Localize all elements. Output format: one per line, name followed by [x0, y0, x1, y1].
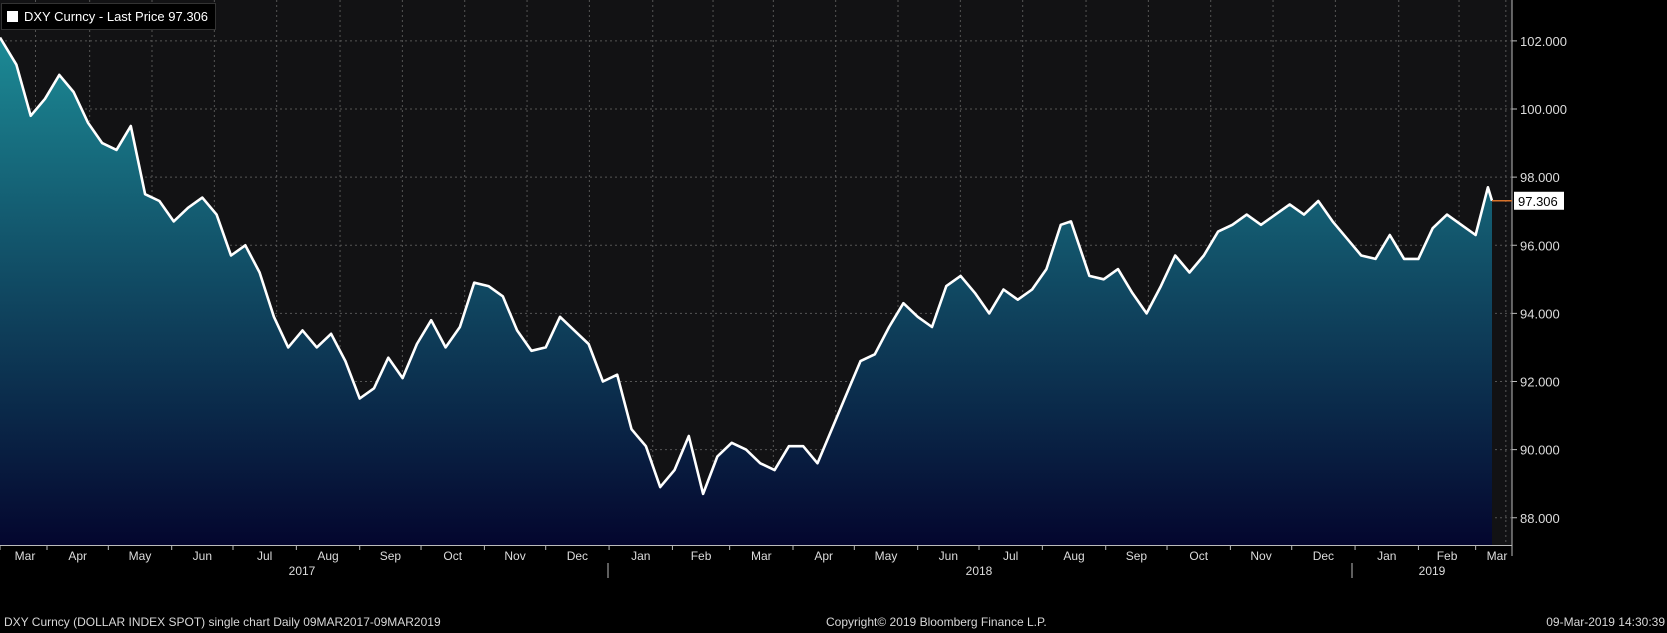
legend[interactable]: DXY Curncy - Last Price 97.306	[1, 3, 217, 30]
x-year-label: 2018	[966, 564, 993, 578]
x-month-label: Mar	[1487, 549, 1508, 563]
x-month-label: Feb	[1437, 549, 1458, 563]
x-month-label: Apr	[814, 549, 833, 563]
y-tick-label: 98.000	[1520, 170, 1560, 185]
x-month-label: Dec	[567, 549, 588, 563]
last-price-label-box	[1514, 191, 1564, 210]
x-month-label: Jul	[257, 549, 272, 563]
y-tick-label: 92.000	[1520, 375, 1560, 390]
x-month-label: Jan	[1377, 549, 1396, 563]
y-tick-label: 88.000	[1520, 511, 1560, 526]
footer-chart-description: DXY Curncy (DOLLAR INDEX SPOT) single ch…	[4, 615, 441, 629]
y-tick-label: 90.000	[1520, 443, 1560, 458]
y-axis-tick-labels: 88.000 90.000 92.000 94.000 96.000 98.000 100.…	[1512, 34, 1567, 526]
x-month-label: Apr	[68, 549, 87, 563]
x-month-label: Aug	[317, 549, 338, 563]
x-month-label: Dec	[1313, 549, 1334, 563]
x-month-label: Nov	[1250, 549, 1271, 563]
x-axis-year-labels: 2017 2018 2019	[289, 563, 1446, 578]
x-month-label: May	[129, 549, 152, 563]
x-month-label: Jun	[193, 549, 212, 563]
price-area-fill	[0, 37, 1492, 545]
y-tick-label: 94.000	[1520, 306, 1560, 321]
x-month-label: Sep	[1126, 549, 1148, 563]
x-month-label: Mar	[15, 549, 36, 563]
y-tick-label: 96.000	[1520, 238, 1560, 253]
x-month-label: Nov	[504, 549, 525, 563]
last-price-marker: 97.306	[1492, 191, 1564, 210]
last-price-label: 97.306	[1518, 194, 1558, 209]
legend-swatch	[7, 11, 18, 22]
axes	[0, 0, 1513, 556]
y-tick-label: 102.000	[1520, 34, 1567, 49]
y-tick-label: 100.000	[1520, 102, 1567, 117]
x-month-label: Jul	[1003, 549, 1018, 563]
price-line	[0, 36, 1494, 496]
x-month-label: May	[875, 549, 898, 563]
x-year-label: 2017	[289, 564, 316, 578]
x-month-label: Jun	[939, 549, 958, 563]
x-month-label: Jan	[631, 549, 650, 563]
x-month-label: Sep	[380, 549, 402, 563]
x-month-label: Mar	[751, 549, 772, 563]
legend-label: DXY Curncy - Last Price 97.306	[24, 9, 209, 24]
x-month-label: Oct	[1189, 549, 1208, 563]
x-month-label: Aug	[1063, 549, 1084, 563]
x-month-label: Feb	[691, 549, 712, 563]
x-axis-month-labels: Mar Apr May Jun Jul Aug Sep Oct Nov Dec Jan Feb Mar A…	[0, 545, 1507, 563]
x-month-label: Oct	[443, 549, 462, 563]
footer-copyright: Copyright© 2019 Bloomberg Finance L.P.	[826, 615, 1047, 629]
x-year-label: 2019	[1419, 564, 1446, 578]
footer-timestamp: 09-Mar-2019 14:30:39	[1546, 615, 1665, 629]
